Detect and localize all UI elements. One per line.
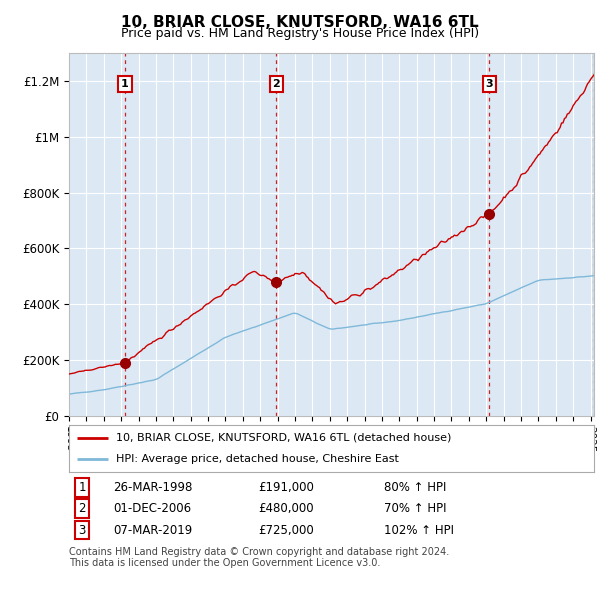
Text: £725,000: £725,000 bbox=[258, 523, 314, 536]
Text: 10, BRIAR CLOSE, KNUTSFORD, WA16 6TL (detached house): 10, BRIAR CLOSE, KNUTSFORD, WA16 6TL (de… bbox=[116, 432, 452, 442]
Text: 3: 3 bbox=[485, 79, 493, 89]
Text: Contains HM Land Registry data © Crown copyright and database right 2024.: Contains HM Land Registry data © Crown c… bbox=[69, 546, 449, 556]
Text: £480,000: £480,000 bbox=[258, 502, 314, 515]
Text: 1: 1 bbox=[121, 79, 129, 89]
Text: Price paid vs. HM Land Registry's House Price Index (HPI): Price paid vs. HM Land Registry's House … bbox=[121, 27, 479, 40]
Text: 3: 3 bbox=[79, 523, 86, 536]
Text: 2: 2 bbox=[272, 79, 280, 89]
Text: 2: 2 bbox=[79, 502, 86, 515]
Text: 01-DEC-2006: 01-DEC-2006 bbox=[113, 502, 192, 515]
Text: 26-MAR-1998: 26-MAR-1998 bbox=[113, 481, 193, 494]
Bar bbox=[590, 53, 594, 416]
Text: This data is licensed under the Open Government Licence v3.0.: This data is licensed under the Open Gov… bbox=[69, 558, 380, 568]
Text: £191,000: £191,000 bbox=[258, 481, 314, 494]
Text: 1: 1 bbox=[79, 481, 86, 494]
Text: HPI: Average price, detached house, Cheshire East: HPI: Average price, detached house, Ches… bbox=[116, 454, 399, 464]
Text: 10, BRIAR CLOSE, KNUTSFORD, WA16 6TL: 10, BRIAR CLOSE, KNUTSFORD, WA16 6TL bbox=[121, 15, 479, 30]
Text: 07-MAR-2019: 07-MAR-2019 bbox=[113, 523, 193, 536]
Text: 70% ↑ HPI: 70% ↑ HPI bbox=[384, 502, 446, 515]
Text: 102% ↑ HPI: 102% ↑ HPI bbox=[384, 523, 454, 536]
Text: 80% ↑ HPI: 80% ↑ HPI bbox=[384, 481, 446, 494]
